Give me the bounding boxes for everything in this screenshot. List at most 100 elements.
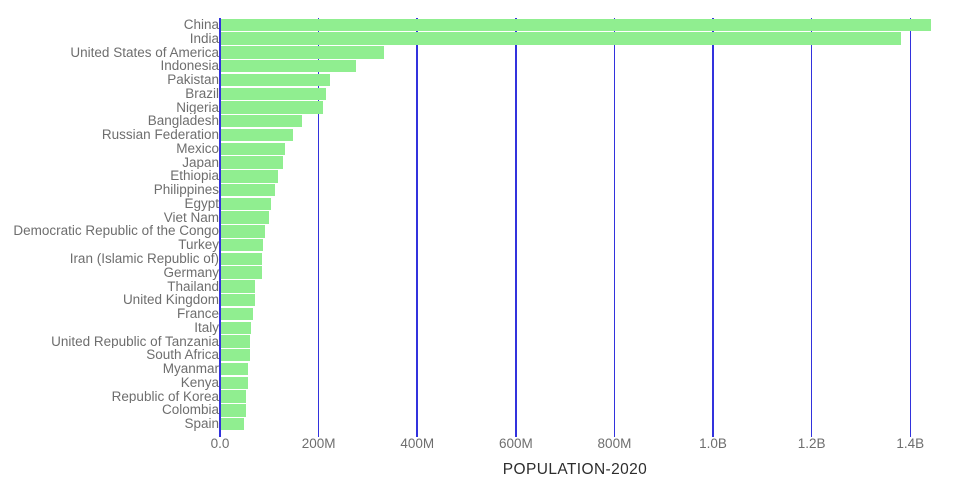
- bar-row: Italy: [0, 321, 960, 335]
- category-label: United States of America: [70, 45, 219, 60]
- category-label: Mexico: [176, 141, 219, 156]
- bar-row: Mexico: [0, 142, 960, 156]
- category-label: Iran (Islamic Republic of): [69, 252, 219, 266]
- category-label: Nigeria: [176, 100, 219, 115]
- category-label: China: [183, 18, 219, 32]
- bar: [221, 321, 251, 334]
- category-label: Turkey: [178, 238, 219, 253]
- bar-row: China: [0, 18, 960, 32]
- bar: [221, 142, 285, 155]
- bar: [221, 376, 248, 389]
- gridline-600M: [515, 18, 517, 437]
- x-tick-label: 1.0B: [699, 436, 727, 451]
- bar-row: Indonesia: [0, 59, 960, 73]
- bar-row: South Africa: [0, 348, 960, 362]
- category-label: Spain: [184, 417, 219, 431]
- category-label: India: [189, 31, 219, 46]
- bar-row: United States of America: [0, 46, 960, 60]
- bar: [221, 18, 931, 32]
- category-label: Indonesia: [160, 59, 219, 74]
- bar: [221, 115, 303, 128]
- bar: [221, 266, 263, 279]
- category-label: South Africa: [146, 348, 219, 363]
- bar-row: Germany: [0, 266, 960, 280]
- category-label: Colombia: [161, 403, 219, 418]
- x-axis-tick-labels: 0.0 200M 400M 600M 800M 1.0B 1.2B 1.4B: [0, 436, 960, 454]
- x-tick-label: 800M: [597, 436, 632, 451]
- category-label: Japan: [182, 155, 219, 170]
- x-tick-label: 600M: [498, 436, 533, 451]
- x-tick-label: 1.4B: [896, 436, 925, 451]
- bar: [221, 156, 284, 169]
- bar-row: Iran (Islamic Republic of): [0, 252, 960, 266]
- x-tick-label: 200M: [301, 436, 336, 451]
- bar-row: United Kingdom: [0, 293, 960, 307]
- category-label: Democratic Republic of the Congo: [13, 224, 219, 239]
- category-label: Ethiopia: [170, 169, 219, 184]
- bar: [221, 404, 247, 417]
- bar: [221, 32, 902, 45]
- bar-rows: China India United States of America Indone…: [0, 18, 960, 431]
- gridline-800M: [613, 18, 616, 437]
- bar-row: Philippines: [0, 183, 960, 197]
- gridline-0.0: [219, 18, 221, 437]
- gridline-1.2B: [810, 18, 813, 437]
- bar: [221, 59, 356, 73]
- category-label: Italy: [194, 320, 219, 335]
- bar: [221, 73, 330, 87]
- bar: [221, 211, 269, 224]
- bar: [221, 417, 245, 431]
- bar: [221, 252, 263, 266]
- bar-row: Republic of Korea: [0, 390, 960, 404]
- bar: [221, 128, 293, 142]
- bar-row: Nigeria: [0, 101, 960, 115]
- bar: [221, 170, 278, 183]
- category-label: Thailand: [167, 279, 219, 294]
- bar-row: Turkey: [0, 238, 960, 252]
- category-label: United Republic of Tanzania: [51, 334, 219, 349]
- bar-row: Ethiopia: [0, 169, 960, 183]
- gridline-1.0B: [712, 18, 714, 437]
- category-label: Philippines: [153, 183, 219, 197]
- x-tick-label: 400M: [400, 436, 435, 451]
- bar-row: Myanmar: [0, 362, 960, 376]
- category-label: Pakistan: [167, 73, 219, 87]
- bar: [221, 101, 323, 114]
- bar-row: Egypt: [0, 197, 960, 211]
- category-label: Egypt: [184, 196, 219, 211]
- category-label: Germany: [163, 265, 219, 280]
- bar-row: Bangladesh: [0, 114, 960, 128]
- bar-row: Pakistan: [0, 73, 960, 87]
- gridline-1.4B: [909, 18, 912, 437]
- bar-row: Colombia: [0, 403, 960, 417]
- category-label: Viet Nam: [163, 210, 219, 225]
- category-label: Bangladesh: [147, 114, 219, 129]
- chart-title: POPULATION-2020: [502, 461, 648, 478]
- bar: [221, 225, 266, 238]
- bar: [221, 280, 256, 293]
- category-label: Russian Federation: [101, 128, 219, 142]
- bar-row: Democratic Republic of the Congo: [0, 224, 960, 238]
- bar-row: India: [0, 32, 960, 46]
- gridline-400M: [416, 18, 418, 437]
- bar-row: Thailand: [0, 280, 960, 294]
- category-label: Kenya: [180, 375, 219, 390]
- x-tick-label: 1.2B: [797, 436, 826, 451]
- bar: [221, 307, 254, 321]
- category-label: France: [176, 307, 219, 321]
- bar: [221, 390, 247, 403]
- bar: [221, 362, 248, 376]
- category-label: Brazil: [185, 86, 219, 101]
- x-tick-label: 0.0: [210, 436, 230, 451]
- category-label: Republic of Korea: [111, 389, 219, 404]
- bar: [221, 349, 251, 362]
- bar-row: United Republic of Tanzania: [0, 335, 960, 349]
- bar-row: France: [0, 307, 960, 321]
- bar: [221, 197, 272, 211]
- bar: [221, 238, 263, 252]
- bar-row: Viet Nam: [0, 211, 960, 225]
- bar: [221, 335, 251, 348]
- category-label: Myanmar: [162, 362, 219, 376]
